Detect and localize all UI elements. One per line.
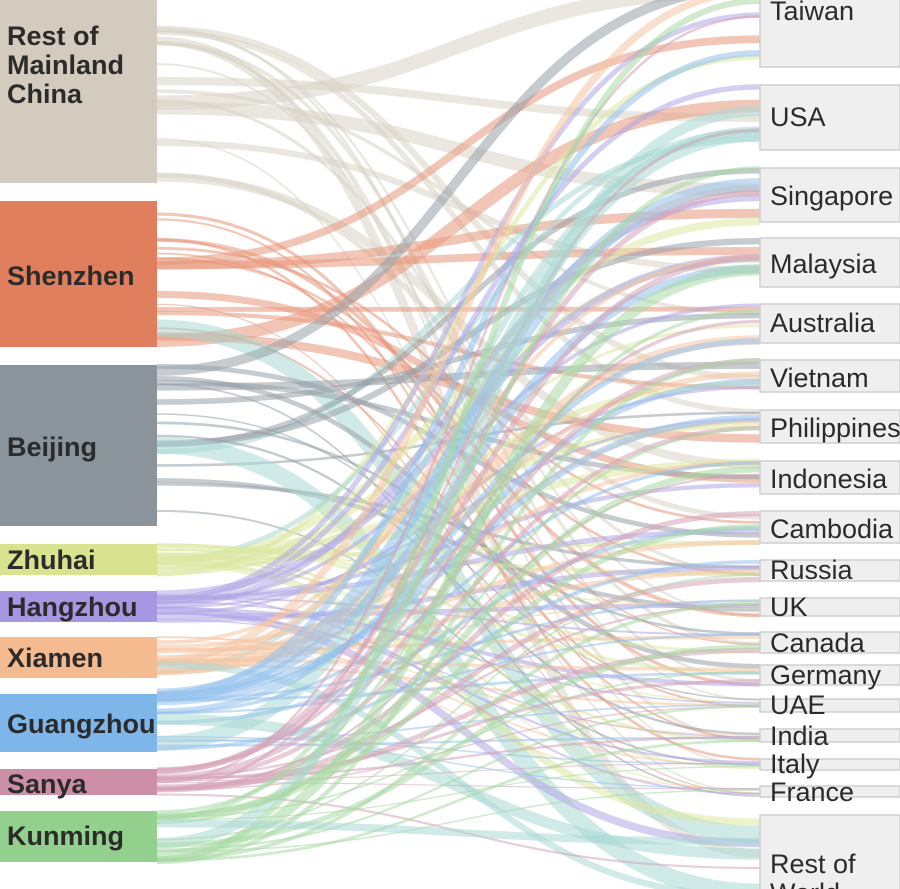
source-label-zhuhai: Zhuhai bbox=[7, 545, 96, 575]
flow-sanya-to-uk bbox=[156, 603, 761, 778]
destination-node-indonesia bbox=[759, 460, 900, 495]
destination-label-rest-world: World bbox=[770, 878, 840, 889]
destination-node-malaysia bbox=[759, 237, 900, 288]
destination-label-canada: Canada bbox=[770, 628, 866, 658]
destination-node-cambodia bbox=[759, 510, 900, 544]
source-label-kunming: Kunming bbox=[7, 821, 124, 851]
source-node-hangzhou bbox=[0, 591, 157, 622]
destination-node-italy bbox=[759, 758, 900, 771]
flow-xiamen-to-uk bbox=[156, 600, 761, 657]
flow-sanya-to-australia bbox=[156, 319, 761, 771]
source-label-beijing: Beijing bbox=[7, 432, 97, 462]
destination-label-australia: Australia bbox=[770, 308, 876, 338]
flow-rest-mainland-to-taiwan bbox=[156, 0, 687, 110]
flow-kunming-to-cambodia bbox=[156, 524, 761, 819]
destination-label-rest-world: Rest of bbox=[770, 849, 856, 879]
flow-kunming-to-germany bbox=[156, 670, 761, 819]
flow-sanya-to-italy bbox=[156, 762, 761, 782]
source-node-sanya bbox=[0, 769, 157, 795]
source-label-guangzhou: Guangzhou bbox=[7, 709, 155, 739]
flow-sanya-to-philippines bbox=[156, 425, 761, 783]
destination-label-germany: Germany bbox=[770, 660, 882, 690]
flow-shenzhen-to-cambodia bbox=[156, 246, 761, 524]
destination-label-uk: UK bbox=[770, 592, 808, 622]
destination-node-russia bbox=[759, 559, 900, 582]
flow-rest-mainland-to-uae bbox=[156, 63, 761, 701]
flow-guangzhou-to-singapore bbox=[156, 178, 761, 702]
source-label-rest-mainland: Mainland bbox=[7, 50, 124, 80]
source-label-sanya: Sanya bbox=[7, 769, 88, 799]
flow-kunming-to-australia bbox=[156, 309, 761, 814]
flow-guangzhou-to-rest-world bbox=[156, 713, 761, 860]
destination-label-italy: Italy bbox=[770, 749, 820, 779]
flow-kunming-to-singapore bbox=[156, 166, 761, 821]
source-label-shenzhen: Shenzhen bbox=[7, 261, 135, 291]
destination-node-rest-world bbox=[759, 814, 900, 889]
flow-beijing-to-italy bbox=[156, 509, 761, 766]
destination-label-usa: USA bbox=[770, 102, 826, 132]
source-node-beijing bbox=[0, 365, 157, 526]
flow-sanya-to-india bbox=[156, 735, 761, 780]
flow-rest-mainland-to-germany bbox=[156, 26, 761, 682]
flow-shenzhen-to-usa bbox=[156, 99, 761, 347]
destination-node-taiwan bbox=[759, 0, 900, 68]
source-label-rest-mainland: China bbox=[7, 79, 83, 109]
destination-label-malaysia: Malaysia bbox=[770, 249, 878, 279]
source-node-guangzhou bbox=[0, 694, 157, 752]
destination-label-taiwan: Taiwan bbox=[770, 0, 854, 26]
destination-label-philippines: Philippines bbox=[770, 413, 900, 443]
destination-label-india: India bbox=[770, 721, 830, 751]
source-node-xiamen bbox=[0, 637, 157, 678]
flow-guangzhou-to-vietnam bbox=[156, 378, 761, 706]
destination-label-cambodia: Cambodia bbox=[770, 514, 894, 544]
source-node-kunming bbox=[0, 811, 157, 862]
flow-beijing-to-india bbox=[156, 434, 761, 736]
source-node-shenzhen bbox=[0, 201, 157, 347]
destination-node-canada bbox=[759, 631, 900, 654]
destination-nodes: Taiwan USA Singapore Malaysia Australia Vietn… bbox=[759, 0, 900, 889]
flow-guangzhou-to-australia bbox=[156, 338, 761, 715]
destination-node-singapore bbox=[759, 167, 900, 223]
flow-beijing-to-france bbox=[156, 383, 761, 797]
flow-kunming-to-uk bbox=[156, 601, 761, 862]
destination-node-france bbox=[759, 785, 900, 798]
destination-label-uae: UAE bbox=[770, 690, 826, 720]
destination-node-uae bbox=[759, 698, 900, 713]
flow-zhuhai-to-singapore bbox=[156, 217, 761, 565]
destination-node-vietnam bbox=[759, 359, 900, 393]
flow-links bbox=[156, 0, 761, 889]
destination-label-vietnam: Vietnam bbox=[770, 363, 869, 393]
flow-kunming-to-uae bbox=[156, 705, 761, 851]
destination-label-russia: Russia bbox=[770, 555, 854, 585]
flow-xiamen-to-cambodia bbox=[156, 539, 761, 654]
flow-kunming-to-france bbox=[156, 789, 761, 853]
destination-node-philippines bbox=[759, 409, 900, 444]
flow-beijing-to-taiwan bbox=[156, 0, 690, 376]
flow-kunming-to-rest-world bbox=[156, 819, 761, 846]
flow-sanya-to-malaysia bbox=[156, 254, 761, 774]
flow-xiamen-to-france bbox=[156, 640, 761, 790]
source-node-rest-mainland bbox=[0, 0, 157, 183]
source-node-zhuhai bbox=[0, 544, 157, 575]
flow-hangzhou-to-france bbox=[156, 594, 761, 795]
destination-node-india bbox=[759, 728, 900, 743]
flow-kunming-to-taiwan bbox=[156, 0, 761, 863]
source-label-rest-mainland: Rest of bbox=[7, 21, 100, 51]
flow-kunming-to-italy bbox=[156, 765, 761, 821]
flow-kunming-to-canada bbox=[156, 644, 761, 848]
flow-kunming-to-india bbox=[156, 739, 761, 862]
destination-label-france: France bbox=[770, 777, 854, 807]
source-label-xiamen: Xiamen bbox=[7, 643, 103, 673]
destination-label-singapore: Singapore bbox=[770, 181, 893, 211]
destination-node-germany bbox=[759, 664, 900, 686]
destination-node-uk bbox=[759, 597, 900, 617]
source-label-hangzhou: Hangzhou bbox=[7, 592, 137, 622]
flow-guangzhou-to-taiwan bbox=[156, 50, 761, 698]
destination-node-usa bbox=[759, 84, 900, 151]
destination-label-indonesia: Indonesia bbox=[770, 464, 888, 494]
destination-node-australia bbox=[759, 303, 900, 344]
flow-xiamen-to-italy bbox=[156, 636, 761, 767]
